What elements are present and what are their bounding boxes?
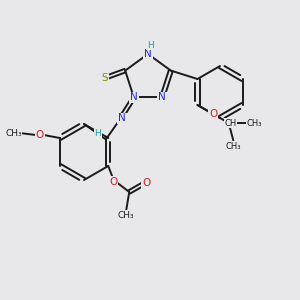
Text: CH₃: CH₃	[226, 142, 241, 151]
Text: H: H	[147, 40, 153, 50]
Text: O: O	[36, 130, 44, 140]
Text: CH₃: CH₃	[5, 128, 22, 137]
Text: N: N	[130, 92, 138, 102]
Text: S: S	[101, 73, 108, 83]
Text: O: O	[142, 178, 150, 188]
Text: CH₃: CH₃	[118, 211, 135, 220]
Text: N: N	[144, 49, 152, 59]
Text: CH₃: CH₃	[247, 118, 262, 127]
Text: O: O	[209, 109, 217, 119]
Text: H: H	[94, 129, 101, 138]
Text: N: N	[118, 113, 126, 123]
Text: N: N	[158, 92, 166, 102]
Text: CH: CH	[224, 118, 237, 127]
Text: O: O	[109, 177, 117, 187]
